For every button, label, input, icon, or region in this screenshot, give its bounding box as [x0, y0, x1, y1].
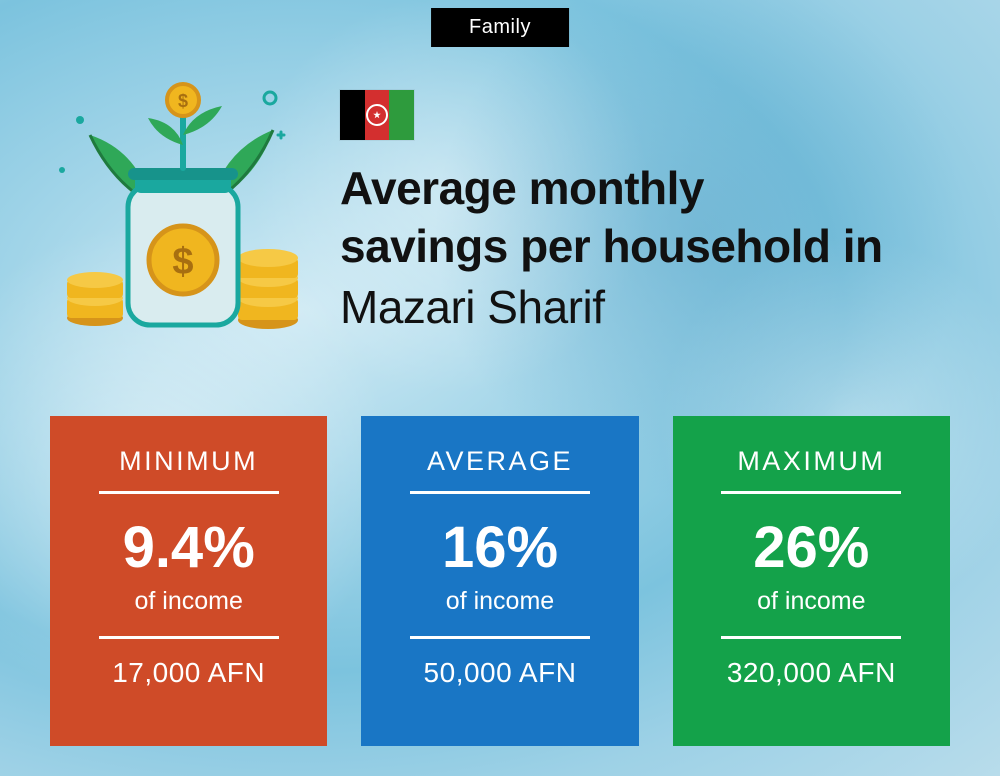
card-subtext: of income — [134, 587, 242, 616]
flag-emblem — [366, 104, 388, 126]
card-percent: 16% — [442, 514, 558, 581]
svg-text:$: $ — [178, 91, 188, 111]
card-percent: 9.4% — [123, 514, 255, 581]
card-divider — [410, 636, 590, 639]
card-percent: 26% — [753, 514, 869, 581]
flag-stripe-2 — [389, 90, 414, 140]
card-amount: 17,000 AFN — [112, 657, 265, 689]
title-line-2: savings per household in — [340, 220, 883, 272]
card-amount: 320,000 AFN — [727, 657, 896, 689]
savings-illustration: $ $ — [50, 80, 310, 340]
coin-stack-left — [67, 272, 123, 326]
plant-stem: $ — [148, 84, 222, 168]
stat-card-maximum: MAXIMUM 26% of income 320,000 AFN — [673, 416, 950, 746]
stat-cards: MINIMUM 9.4% of income 17,000 AFN AVERAG… — [50, 416, 950, 746]
card-divider — [721, 491, 901, 494]
card-divider — [721, 636, 901, 639]
svg-text:$: $ — [172, 241, 193, 283]
card-divider — [99, 636, 279, 639]
stat-card-average: AVERAGE 16% of income 50,000 AFN — [361, 416, 638, 746]
card-subtext: of income — [757, 587, 865, 616]
title-line-1: Average monthly — [340, 162, 704, 214]
flag-stripe-0 — [340, 90, 365, 140]
page-title: Average monthly savings per household in… — [340, 160, 960, 337]
card-label: AVERAGE — [427, 446, 573, 477]
location-name: Mazari Sharif — [340, 279, 960, 337]
card-amount: 50,000 AFN — [424, 657, 577, 689]
card-label: MINIMUM — [119, 446, 258, 477]
card-label: MAXIMUM — [737, 446, 885, 477]
savings-jar: $ — [128, 168, 238, 325]
card-divider — [99, 491, 279, 494]
header-content: Average monthly savings per household in… — [340, 90, 960, 337]
coin-stack-right — [238, 249, 298, 329]
card-divider — [410, 491, 590, 494]
card-subtext: of income — [446, 587, 554, 616]
category-tag: Family — [431, 8, 569, 47]
country-flag — [340, 90, 414, 140]
stat-card-minimum: MINIMUM 9.4% of income 17,000 AFN — [50, 416, 327, 746]
